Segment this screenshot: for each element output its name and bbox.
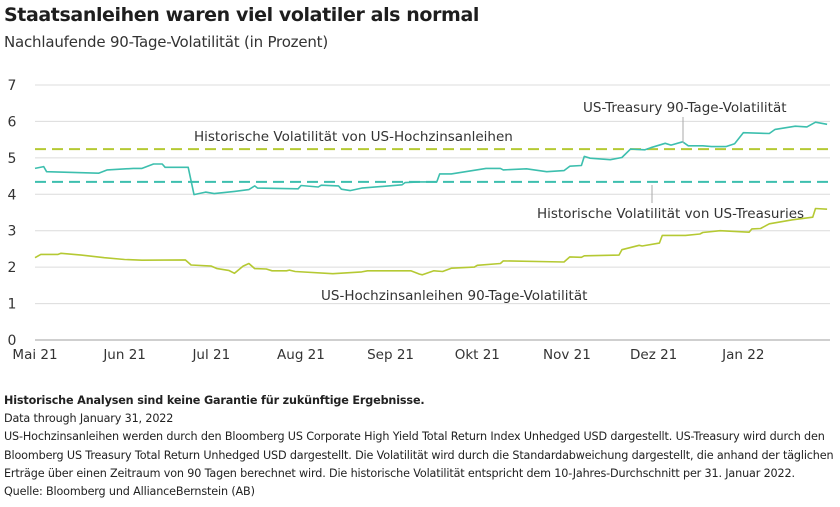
series-label: US-Hochzinsanleihen 90-Tage-Volatilität xyxy=(321,288,587,304)
footnotes: Historische Analysen sind keine Garantie… xyxy=(4,392,834,501)
series-line xyxy=(34,207,828,276)
series-line xyxy=(34,121,828,196)
reference-lines xyxy=(35,148,830,183)
chart-subtitle: Nachlaufende 90-Tage-Volatilität (in Pro… xyxy=(4,33,329,51)
x-tick-label: Aug 21 xyxy=(277,347,325,363)
x-axis-ticks: Mai 21 Jun 21 Jul 21 Aug 21 Sep 21 Okt 21 Nov … xyxy=(12,347,764,363)
data-through: Data through January 31, 2022 xyxy=(4,412,174,426)
y-tick-label: 0 xyxy=(8,333,17,349)
x-tick-label: Jun 21 xyxy=(102,347,146,363)
x-tick-label: Sep 21 xyxy=(367,347,414,363)
y-tick-label: 6 xyxy=(8,114,17,130)
series-lines xyxy=(34,121,828,276)
disclaimer: Historische Analysen sind keine Garantie… xyxy=(4,394,425,407)
y-tick-label: 5 xyxy=(8,151,17,167)
y-axis-ticks: 0 1 2 3 4 5 6 7 xyxy=(8,78,17,349)
source: Quelle: Bloomberg und AllianceBernstein … xyxy=(4,485,255,499)
reference-label: Historische Volatilität von US-Hochzinsa… xyxy=(194,129,513,145)
y-tick-label: 4 xyxy=(8,187,17,203)
chart-title: Staatsanleihen waren viel volatiler als … xyxy=(4,4,479,26)
y-tick-label: 1 xyxy=(8,297,17,313)
reference-label: Historische Volatilität von US-Treasurie… xyxy=(537,206,804,222)
volatility-line-chart: 0 1 2 3 4 5 6 7 Mai 21 Jun 21 Jul 21 Aug 21 Sep 21 O… xyxy=(8,78,830,363)
gridlines xyxy=(35,84,830,341)
x-tick-label: Dez 21 xyxy=(630,347,677,363)
annotations: US-Treasury 90-Tage-Volatilität Historisc… xyxy=(194,100,804,304)
y-tick-label: 3 xyxy=(8,224,17,240)
x-tick-label: Mai 21 xyxy=(12,347,57,363)
x-tick-label: Nov 21 xyxy=(543,347,591,363)
x-tick-label: Okt 21 xyxy=(455,347,500,363)
x-tick-label: Jul 21 xyxy=(191,347,230,363)
y-tick-label: 2 xyxy=(8,260,17,276)
description: US-Hochzinsanleihen werden durch den Blo… xyxy=(4,430,834,480)
series-label: US-Treasury 90-Tage-Volatilität xyxy=(583,100,787,116)
y-tick-label: 7 xyxy=(8,78,17,94)
x-tick-label: Jan 22 xyxy=(721,347,764,363)
